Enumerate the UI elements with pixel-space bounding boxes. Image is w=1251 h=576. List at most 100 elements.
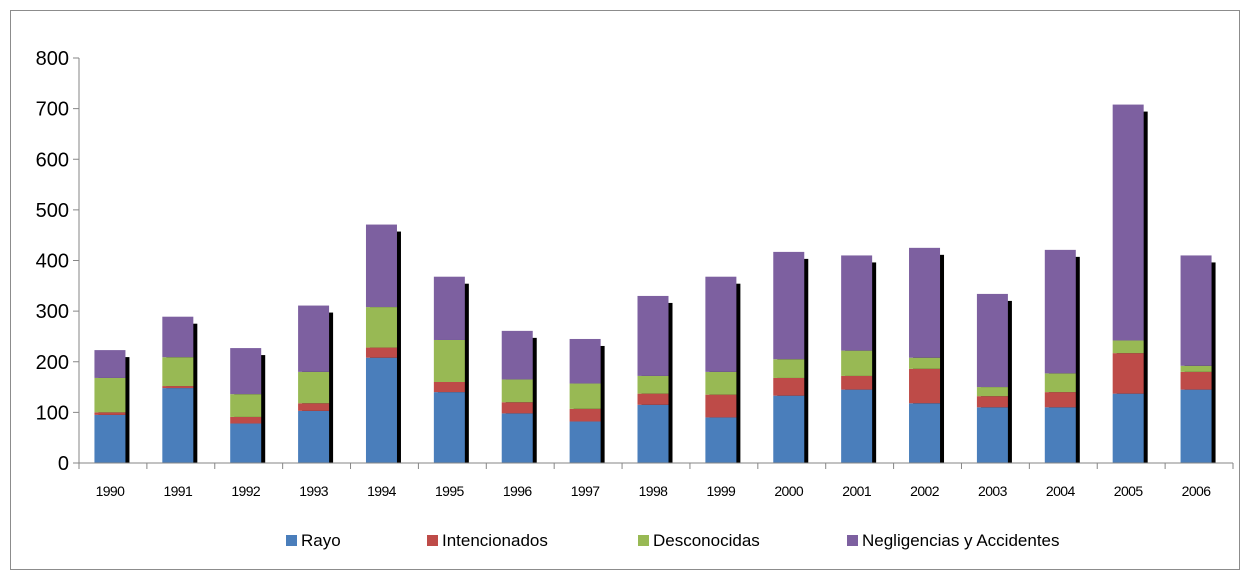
bar-negligencias-y-accidentes-2003 bbox=[976, 293, 1008, 388]
bar-desconocidas-2000 bbox=[773, 359, 805, 378]
bar-rayo-2004 bbox=[1044, 407, 1076, 463]
bar-negligencias-y-accidentes-1991 bbox=[162, 316, 194, 358]
bar-desconocidas-1994 bbox=[365, 307, 397, 348]
legend-item-desconocidas: Desconocidas bbox=[638, 531, 760, 550]
x-tick-label: 1991 bbox=[163, 483, 193, 499]
bar-intencionados-2001 bbox=[841, 375, 873, 390]
bar-intencionados-2003 bbox=[976, 396, 1008, 408]
y-tick-label: 100 bbox=[36, 402, 69, 424]
legend-label: Rayo bbox=[301, 531, 341, 550]
bar-intencionados-2006 bbox=[1180, 371, 1212, 390]
legend: Rayo Intencionados Desconocidas Negligencia… bbox=[286, 531, 1060, 550]
bar-desconocidas-1990 bbox=[94, 377, 126, 413]
bar-desconocidas-1996 bbox=[501, 379, 533, 403]
bar-rayo-1990 bbox=[94, 414, 126, 463]
bar-rayo-2006 bbox=[1180, 389, 1212, 463]
x-tick-label: 2006 bbox=[1182, 483, 1212, 499]
bar-rayo-2000 bbox=[773, 395, 805, 463]
bar-intencionados-1996 bbox=[501, 402, 533, 414]
x-tick-label: 1997 bbox=[571, 483, 601, 499]
x-tick-label: 1990 bbox=[96, 483, 126, 499]
bar-desconocidas-1997 bbox=[569, 383, 601, 409]
bar-negligencias-y-accidentes-1999 bbox=[705, 276, 737, 372]
x-tick-label: 2003 bbox=[978, 483, 1008, 499]
bar-negligencias-y-accidentes-2002 bbox=[909, 247, 941, 358]
legend-item-negligencias-y-accidentes: Negligencias y Accidentes bbox=[847, 531, 1060, 550]
bar-desconocidas-2003 bbox=[976, 387, 1008, 397]
bar-negligencias-y-accidentes-1994 bbox=[365, 224, 397, 308]
x-tick-label: 1994 bbox=[367, 483, 397, 499]
bar-desconocidas-2002 bbox=[909, 357, 941, 369]
y-tick-label: 300 bbox=[36, 301, 69, 323]
bar-desconocidas-2001 bbox=[841, 350, 873, 376]
bar-rayo-1992 bbox=[230, 423, 262, 463]
bar-negligencias-y-accidentes-2000 bbox=[773, 251, 805, 360]
bar-negligencias-y-accidentes-2004 bbox=[1044, 249, 1076, 374]
bar-rayo-2002 bbox=[909, 403, 941, 463]
x-tick-label: 2004 bbox=[1046, 483, 1076, 499]
y-tick-label: 400 bbox=[36, 251, 69, 273]
bar-desconocidas-2005 bbox=[1112, 340, 1144, 354]
axes bbox=[73, 57, 1234, 469]
bar-rayo-1998 bbox=[637, 404, 669, 463]
bar-intencionados-1991 bbox=[162, 386, 194, 389]
bar-intencionados-1997 bbox=[569, 408, 601, 422]
legend-swatch bbox=[847, 535, 858, 546]
bar-desconocidas-1999 bbox=[705, 371, 737, 395]
legend-label: Desconocidas bbox=[653, 531, 760, 550]
y-tick-label: 500 bbox=[36, 200, 69, 222]
bar-rayo-1991 bbox=[162, 388, 194, 463]
bar-intencionados-2000 bbox=[773, 377, 805, 396]
legend-label: Intencionados bbox=[442, 531, 548, 550]
bar-rayo-1997 bbox=[569, 421, 601, 463]
bar-negligencias-y-accidentes-1998 bbox=[637, 295, 669, 376]
bar-rayo-1996 bbox=[501, 413, 533, 463]
bar-negligencias-y-accidentes-2006 bbox=[1180, 255, 1212, 366]
bar-rayo-1994 bbox=[365, 357, 397, 463]
legend-swatch bbox=[427, 535, 438, 546]
bar-stacks bbox=[94, 104, 1212, 463]
x-tick-label: 1996 bbox=[503, 483, 533, 499]
x-tick-label: 2005 bbox=[1114, 483, 1144, 499]
legend-swatch bbox=[286, 535, 297, 546]
bar-intencionados-1999 bbox=[705, 394, 737, 418]
bar-intencionados-1992 bbox=[230, 416, 262, 424]
bar-rayo-2003 bbox=[976, 407, 1008, 463]
bar-rayo-1999 bbox=[705, 417, 737, 463]
bar-negligencias-y-accidentes-2005 bbox=[1112, 104, 1144, 341]
x-tick-label: 1998 bbox=[639, 483, 669, 499]
bar-negligencias-y-accidentes-1992 bbox=[230, 348, 262, 395]
y-tick-label: 0 bbox=[58, 453, 69, 475]
bar-negligencias-y-accidentes-1997 bbox=[569, 338, 601, 384]
legend-label: Negligencias y Accidentes bbox=[862, 531, 1060, 550]
y-tick-label: 700 bbox=[36, 99, 69, 121]
bar-negligencias-y-accidentes-1995 bbox=[433, 276, 465, 340]
bar-desconocidas-2004 bbox=[1044, 373, 1076, 393]
legend-swatch bbox=[638, 535, 649, 546]
legend-item-rayo: Rayo bbox=[286, 531, 341, 550]
bar-rayo-2005 bbox=[1112, 393, 1144, 463]
bar-intencionados-1994 bbox=[365, 347, 397, 358]
bar-negligencias-y-accidentes-1996 bbox=[501, 330, 533, 380]
bar-intencionados-1993 bbox=[298, 403, 330, 411]
x-tick-label: 1993 bbox=[299, 483, 329, 499]
bar-intencionados-1998 bbox=[637, 393, 669, 405]
bar-desconocidas-1993 bbox=[298, 371, 330, 404]
y-tick-label: 600 bbox=[36, 149, 69, 171]
y-tick-labels: 0 100 200 300 400 500 600 700 800 bbox=[36, 48, 69, 475]
chart-area: 0 100 200 300 400 500 600 700 800 1990 1991 1992 19… bbox=[10, 10, 1240, 570]
x-tick-labels: 1990 1991 1992 1993 1994 1995 1996 1997 1998 1999… bbox=[96, 483, 1212, 499]
y-tick-label: 200 bbox=[36, 352, 69, 374]
bar-negligencias-y-accidentes-1990 bbox=[94, 350, 126, 378]
bar-desconocidas-1991 bbox=[162, 357, 194, 387]
bar-rayo-2001 bbox=[841, 389, 873, 463]
y-tick-label: 800 bbox=[36, 48, 69, 70]
bar-desconocidas-1995 bbox=[433, 339, 465, 382]
bar-desconocidas-1998 bbox=[637, 375, 669, 394]
bar-negligencias-y-accidentes-2001 bbox=[841, 255, 873, 351]
x-tick-label: 2002 bbox=[910, 483, 940, 499]
legend-item-intencionados: Intencionados bbox=[427, 531, 548, 550]
x-tick-label: 1995 bbox=[435, 483, 465, 499]
x-tick-label: 2001 bbox=[842, 483, 872, 499]
